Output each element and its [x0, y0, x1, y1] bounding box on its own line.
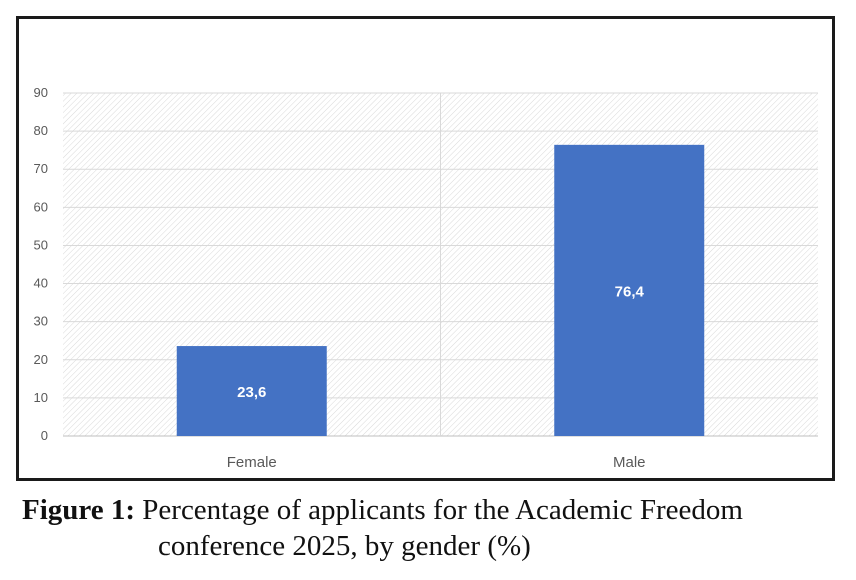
y-tick-label: 20	[34, 352, 48, 367]
data-label-female: 23,6	[237, 384, 266, 401]
y-tick-label: 90	[34, 85, 48, 100]
y-tick-label: 0	[41, 428, 48, 443]
y-tick-label: 30	[34, 314, 48, 329]
figure-caption: Figure 1: Percentage of applicants for t…	[22, 492, 842, 564]
caption-line-1: Percentage of applicants for the Academi…	[142, 494, 743, 526]
y-tick-label: 80	[34, 123, 48, 138]
y-tick-label: 10	[34, 390, 48, 405]
bar-female	[176, 346, 327, 436]
caption-line-2: conference 2025, by gender (%)	[158, 530, 531, 562]
x-tick-label: Female	[227, 454, 277, 471]
x-tick-label: Male	[613, 454, 646, 471]
y-tick-label: 50	[34, 237, 48, 252]
y-tick-label: 60	[34, 199, 48, 214]
data-label-male: 76,4	[615, 283, 645, 300]
y-tick-label: 70	[34, 161, 48, 176]
y-tick-label: 40	[34, 276, 48, 291]
bar-chart: 0 10 20 30 40 50 60 70 80 90 23,6 76,4 Female Male	[34, 85, 818, 471]
bar-male	[554, 144, 705, 436]
caption-label: Figure 1:	[22, 494, 136, 526]
